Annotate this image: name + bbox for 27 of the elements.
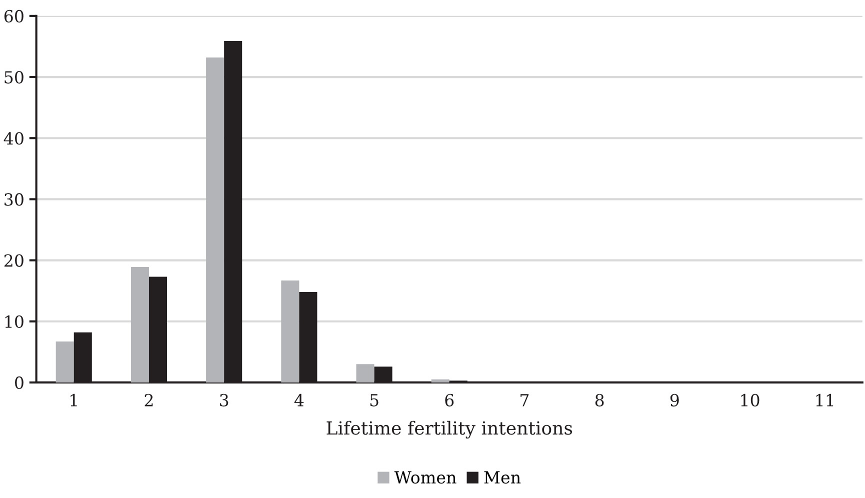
y-tick-label: 40 [4, 132, 24, 145]
bar [56, 342, 74, 382]
bar [281, 280, 300, 382]
x-axis-title: Lifetime fertility intentions [326, 420, 572, 439]
bar [431, 379, 450, 382]
legend-label: Men [484, 471, 521, 484]
y-tick-label: 60 [4, 10, 24, 23]
y-tick-label: 30 [4, 193, 24, 206]
x-tick-label: 3 [220, 394, 228, 406]
x-tick-label: 8 [595, 394, 604, 406]
x-tick-label: 9 [670, 394, 679, 406]
y-tick-label: 0 [15, 376, 24, 390]
x-tick-label: 5 [370, 394, 378, 406]
x-tick-label: 10 [741, 394, 760, 406]
x-tick-label: 1 [70, 394, 77, 406]
y-tick-label: 20 [4, 254, 24, 267]
legend-label: Women [394, 471, 456, 484]
y-tick-label: 10 [5, 315, 24, 328]
x-tick-label: 7 [520, 394, 529, 406]
x-tick-label: 2 [144, 394, 153, 406]
x-tick-label: 6 [445, 394, 454, 406]
bar [206, 57, 224, 382]
x-tick-label: 11 [816, 394, 834, 406]
y-tick-label: 50 [4, 70, 24, 84]
bar [356, 364, 374, 382]
x-tick-label: 4 [294, 394, 304, 406]
bar [130, 267, 149, 382]
